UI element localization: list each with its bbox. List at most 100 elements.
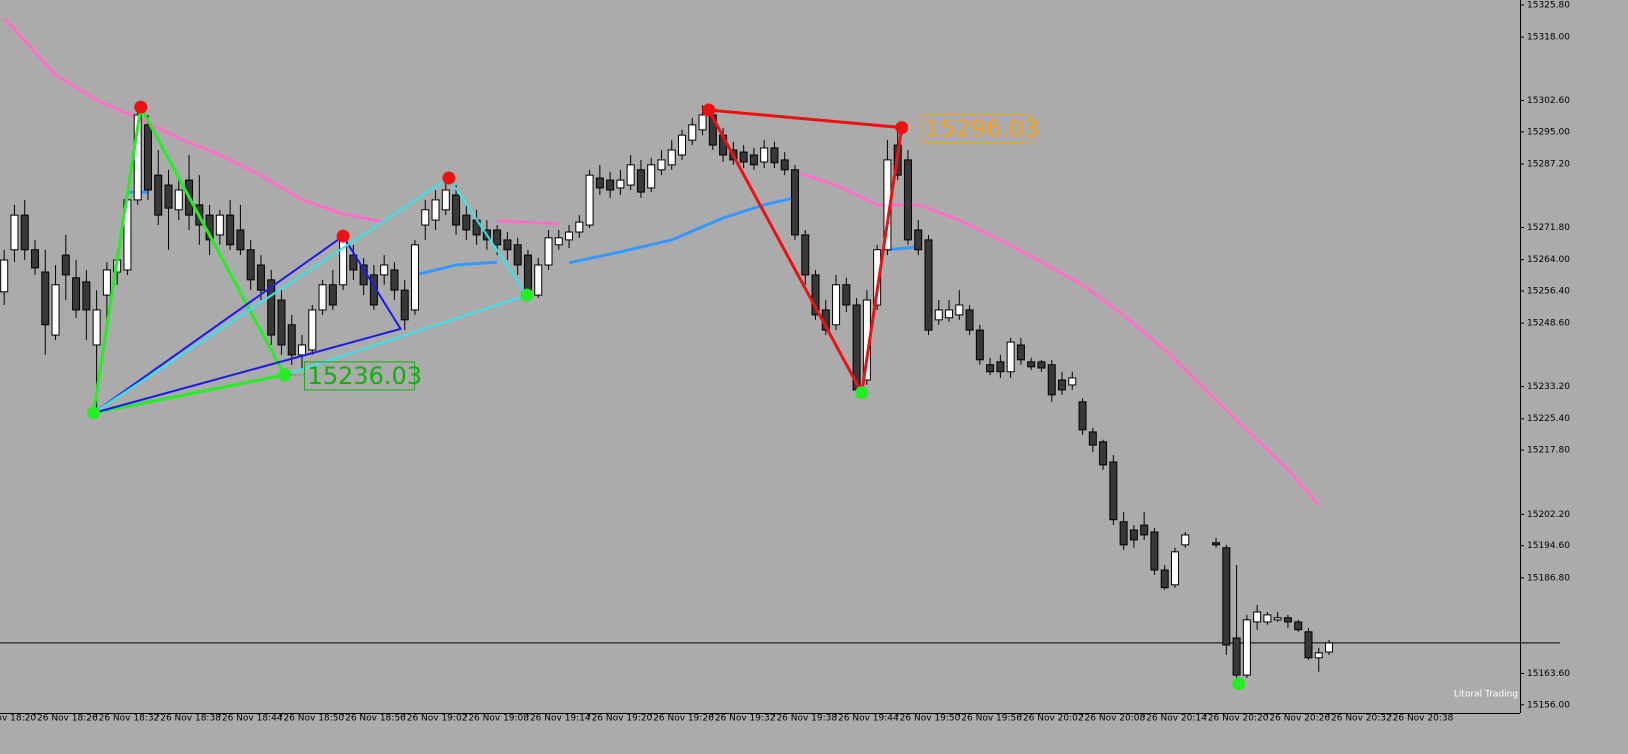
pattern-line (92, 177, 528, 414)
candle-body (790, 169, 799, 236)
candle-body (390, 269, 399, 291)
x-tick-label: 26 Nov 18:50 (283, 714, 344, 724)
candle-body (1150, 531, 1159, 571)
candle-body (513, 244, 522, 266)
candle-body (1037, 361, 1046, 369)
x-tick-label: 26 Nov 19:26 (653, 714, 714, 724)
candle-body (1325, 642, 1334, 653)
candle-body (226, 214, 235, 246)
candle-body (1078, 401, 1087, 431)
candle-body (955, 304, 964, 316)
candle-body (1294, 621, 1303, 631)
candle-body (1027, 361, 1036, 368)
candle-body (493, 229, 502, 246)
x-tick-label: 26 Nov 19:38 (776, 714, 837, 724)
x-tick-label: 26 Nov 18:26 (37, 714, 98, 724)
candle-body (739, 151, 748, 163)
candle-body (1253, 611, 1262, 623)
candle-body (832, 284, 841, 326)
pattern-line (92, 235, 402, 414)
candle-body (678, 134, 687, 156)
x-tick-label: 26 Nov 19:50 (900, 714, 961, 724)
x-tick-label: 26 Nov 19:08 (468, 714, 529, 724)
x-tick-label: 26 Nov 20:14 (1146, 714, 1207, 724)
candle-body (1068, 377, 1077, 386)
x-tick-label: 26 Nov 20:38 (1393, 714, 1454, 724)
candle-body (749, 154, 758, 166)
candle-body (554, 237, 563, 246)
x-tick-label: 26 Nov 18:56 (345, 714, 406, 724)
candle-body (441, 189, 450, 211)
candle-body (143, 124, 152, 191)
y-tick-label: 15156.00 (1527, 700, 1570, 710)
y-tick-label: 15302.60 (1527, 96, 1570, 106)
pattern-line (92, 105, 287, 415)
candle-body (1304, 631, 1313, 659)
x-tick-label: 26 Nov 19:56 (961, 714, 1022, 724)
y-tick-label: 15186.80 (1527, 573, 1570, 583)
candle-body (1263, 614, 1272, 623)
candle-body (503, 239, 512, 251)
candle-body (462, 214, 471, 231)
candle-body (534, 264, 543, 296)
candle-body (1160, 569, 1169, 589)
candle-body (1314, 652, 1323, 659)
price-label-box (304, 361, 416, 391)
candle-body (102, 269, 111, 296)
candle-body (811, 274, 820, 316)
candle-body (657, 159, 666, 171)
candle-body (544, 237, 553, 266)
candle-body (1016, 344, 1025, 361)
candle-body (318, 284, 327, 311)
candle-body (996, 361, 1005, 373)
candle-body (965, 309, 974, 331)
candle-body (92, 309, 101, 346)
candle-body (760, 147, 769, 163)
candle-body (51, 284, 60, 336)
x-tick-label: 26 Nov 20:26 (1269, 714, 1330, 724)
pivot (895, 121, 909, 135)
candle-body (924, 239, 933, 331)
candle-body (215, 214, 224, 236)
x-tick-label: 26 Nov 20:08 (1085, 714, 1146, 724)
candle-body (647, 164, 656, 189)
pattern-line (707, 108, 904, 395)
y-tick-label: 15194.60 (1527, 541, 1570, 551)
candle-body (287, 324, 296, 356)
candle-body (688, 124, 697, 141)
candle-body (236, 229, 245, 251)
pivot (442, 171, 456, 185)
candle-body (565, 231, 574, 241)
candle-body (308, 309, 317, 351)
y-tick-label: 15233.20 (1527, 382, 1570, 392)
candle-body (298, 344, 307, 356)
candle-body (616, 179, 625, 189)
candle-body (1119, 521, 1128, 546)
candle-body (164, 184, 173, 209)
y-tick-label: 15271.80 (1527, 223, 1570, 233)
candle-body (400, 289, 409, 321)
plot: 15325.80 15318.00 15302.60 15295.00 15287.20… (0, 0, 1570, 724)
candle-body (41, 271, 50, 326)
x-tick-label: 26 Nov 18:32 (99, 714, 160, 724)
x-tick-label: 26 Nov 18:38 (160, 714, 221, 724)
candle-body (1129, 529, 1138, 541)
pivot (855, 386, 869, 400)
candle-body (277, 299, 286, 346)
candle-body (595, 177, 604, 189)
candle-body (421, 209, 430, 226)
candle-body (780, 159, 789, 171)
candle-body (31, 249, 39, 269)
candle-body (0, 259, 9, 293)
candle-body (1058, 379, 1066, 391)
candle-body (842, 284, 851, 306)
candle-body (1181, 534, 1190, 546)
y-tick-label: 15248.60 (1527, 319, 1570, 329)
candle-body (575, 221, 584, 233)
candle-body (328, 284, 337, 306)
candle-body (380, 264, 389, 276)
candle-body (61, 254, 70, 276)
y-tick-label: 15295.00 (1527, 127, 1570, 137)
candle-body (174, 189, 183, 211)
